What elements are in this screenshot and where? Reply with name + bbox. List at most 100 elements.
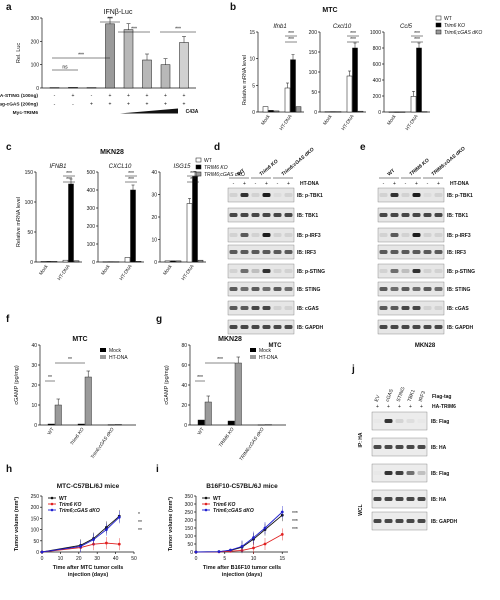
panel-e-band xyxy=(423,250,432,254)
panel-e-band xyxy=(379,325,388,329)
panel-c-1-gene-title: IFNB1 xyxy=(49,164,66,170)
panel-d-band xyxy=(251,193,260,197)
panel-c-2-y-tick-label: 200 xyxy=(87,224,96,230)
panel-a-y-tick-label: 300 xyxy=(31,16,40,22)
panel-e-blot-label: IB: p-TBK1 xyxy=(447,193,473,199)
panel-d-band xyxy=(262,287,271,291)
panel-c-3-sig: *** xyxy=(190,177,196,183)
panel-c-2-y-tick-label: 0 xyxy=(92,260,95,266)
panel-d-band xyxy=(284,213,293,217)
panel-i-legend-marker xyxy=(204,508,208,512)
panel-e-band xyxy=(390,233,399,237)
panel-d-blot-label: IB: p-STING xyxy=(297,269,325,275)
panel-b-legend-label: Trim6;cGAS dKO xyxy=(444,30,482,36)
panel-a-sig: *** xyxy=(78,53,84,59)
panel-e-band xyxy=(434,325,443,329)
panel-c-2-y-tick-label: 500 xyxy=(87,170,96,176)
panel-e-band xyxy=(412,306,421,310)
panel-e-band xyxy=(401,325,410,329)
panel-f-sig: ** xyxy=(68,357,72,363)
panel-d-blot-label: IB: p-IRF3 xyxy=(297,233,321,239)
panel-d-treat-mark: - xyxy=(255,181,257,187)
panel-c-2-bar xyxy=(130,189,136,263)
panel-d-blot-label: IB: STING xyxy=(297,287,320,293)
panel-f-ylabel: cGAMP (pg/mg) xyxy=(14,365,20,404)
panel-e-blot-label: IB: p-STING xyxy=(447,269,475,275)
panel-e-band xyxy=(379,287,388,291)
panel-f-x-label: WT xyxy=(46,427,55,437)
panel-d-band xyxy=(273,306,282,310)
panel-d-band xyxy=(251,306,260,310)
panel-b-1-y-tick-label: 5 xyxy=(252,83,255,89)
panel-e-band xyxy=(434,269,443,273)
panel-b-legend-label: WT xyxy=(444,16,452,22)
panel-d-band xyxy=(251,269,260,273)
panel-j-blot-label: IB: HA xyxy=(431,445,447,451)
panel-c-2-bar xyxy=(108,261,114,263)
panel-b-1-bar xyxy=(262,106,269,113)
panel-e-band xyxy=(401,269,410,273)
panel-j-band xyxy=(406,497,415,501)
panel-a-bar xyxy=(179,42,189,89)
panel-b-2-bar xyxy=(330,111,336,113)
panel-b-2-y-tick-label: 0 xyxy=(314,110,317,116)
panel-c-2-x-label: HT-DNA xyxy=(118,263,134,282)
panel-e-band xyxy=(423,213,432,217)
panel-i-y-tick-label: 200 xyxy=(185,518,194,524)
panel-c-2-y-tick-label: 300 xyxy=(87,206,96,212)
panel-i-point xyxy=(194,550,198,554)
panel-e-band xyxy=(390,306,399,310)
panel-a-sig: *** xyxy=(107,17,113,23)
panel-b-1-sig: *** xyxy=(288,31,294,37)
panel-d-band xyxy=(240,287,249,291)
panel-d-band xyxy=(273,250,282,254)
panel-c-3-y-tick-label: 20 xyxy=(151,215,157,221)
panel-e-blot-strip xyxy=(377,300,445,316)
panel-b-3-sig: *** xyxy=(414,31,420,37)
panel-a-mark: - xyxy=(54,93,56,99)
panel-d-treat-label: HT-DNA xyxy=(300,181,319,187)
panel-c-2-y-tick-label: 400 xyxy=(87,188,96,194)
panel-g-y-tick-label: 40 xyxy=(181,383,187,389)
panel-h-legend-label: Trim6;cGAS dKO xyxy=(59,508,100,514)
panel-b-1-x-label: HT-DNA xyxy=(278,113,294,132)
panel-a-sig: *** xyxy=(131,27,137,33)
panel-j-blot-label: IB: GAPDH xyxy=(431,519,458,525)
panel-c-3-bar xyxy=(186,203,193,263)
panel-h-y-tick-label: 200 xyxy=(31,505,40,511)
panel-i-xlabel: injection (days) xyxy=(222,572,263,578)
panel-d-band xyxy=(229,233,238,237)
panel-h-ylabel: Tumor volume (mm³) xyxy=(13,497,20,551)
panel-b-2-bar xyxy=(346,75,353,113)
panel-d-blot-strip xyxy=(227,319,295,335)
panel-f-legend-swatch xyxy=(100,355,106,359)
panel-j-band xyxy=(395,497,404,501)
panel-f-legend-label: HT-DNA xyxy=(109,355,128,361)
panel-j-band xyxy=(406,419,415,423)
panel-a-bar xyxy=(142,59,152,89)
panel-b-1-bar xyxy=(295,106,302,113)
panel-j-band xyxy=(373,471,382,475)
panel-e-band xyxy=(401,193,410,197)
panel-b-2-x-label: HT-DNA xyxy=(340,113,356,132)
panel-g-legend-label: Mock xyxy=(259,348,271,354)
panel-h-title: MTC-C57BL/6J mice xyxy=(57,483,120,490)
panel-a-mark: - xyxy=(72,102,74,108)
panel-e-band xyxy=(379,250,388,254)
panel-j-band xyxy=(384,519,393,523)
panel-b-legend-swatch xyxy=(435,29,442,35)
panel-h-y-tick-label: 150 xyxy=(31,516,40,522)
panel-j-band xyxy=(373,519,382,523)
panel-h-x-tick-label: 30 xyxy=(94,556,100,562)
panel-c-1-x-label: Mock xyxy=(38,263,50,276)
panel-i-title: B16F10-C57BL/6J mice xyxy=(206,483,278,490)
panel-g-y-tick-label: 60 xyxy=(181,363,187,369)
panel-e-band xyxy=(379,233,388,237)
panel-i-x-tick-label: 15 xyxy=(279,556,285,562)
panel-g-x-label: WT xyxy=(196,427,205,437)
panel-c-1-sig: *** xyxy=(66,177,72,183)
panel-h-x-tick-label: 40 xyxy=(113,556,119,562)
panel-h-x-tick-label: 20 xyxy=(76,556,82,562)
panel-e-band xyxy=(434,193,443,197)
panel-b-2-bar xyxy=(324,111,331,113)
